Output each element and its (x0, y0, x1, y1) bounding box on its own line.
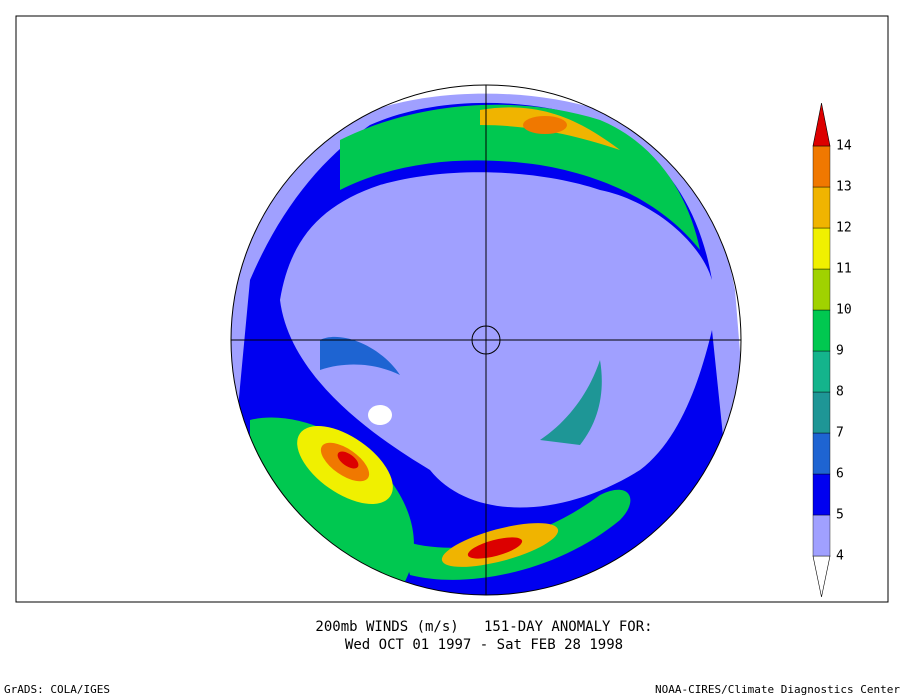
colorbar-label: 13 (836, 180, 852, 195)
pole-marker (471, 325, 501, 355)
colorbar-segment (812, 268, 831, 311)
colorbar-label: 10 (836, 303, 852, 318)
footer-right: NOAA-CIRES/Climate Diagnostics Center (655, 683, 900, 696)
colorbar-segment (812, 473, 831, 516)
map-subtitle: Wed OCT 01 1997 - Sat FEB 28 1998 (345, 637, 623, 653)
colorbar-triangle (812, 102, 831, 147)
colorbar-label: 5 (836, 508, 844, 523)
colorbar: 4 5 6 7 8 9 10 11 12 13 14 (812, 102, 852, 598)
colorbar-label: 7 (836, 426, 844, 441)
colorbar-segment (812, 391, 831, 434)
colorbar-label: 9 (836, 344, 844, 359)
wind-shading (231, 85, 741, 595)
colorbar-label: 14 (836, 139, 852, 154)
footer-left: GrADS: COLA/IGES (4, 683, 110, 696)
colorbar-triangle (812, 555, 831, 598)
colorbar-label: 8 (836, 385, 844, 400)
colorbar-segment (812, 186, 831, 229)
map-title: 200mb WINDS (m/s) 151-DAY ANOMALY FOR: (315, 619, 652, 635)
colorbar-segment (812, 350, 831, 393)
colorbar-segment (812, 309, 831, 352)
frame (15, 15, 889, 603)
colorbar-label: 4 (836, 549, 844, 564)
colorbar-segment (812, 432, 831, 475)
colorbar-label: 6 (836, 467, 844, 482)
colorbar-segment (812, 145, 831, 188)
colorbar-segment (812, 227, 831, 270)
colorbar-label: 12 (836, 221, 852, 236)
colorbar-label: 11 (836, 262, 852, 277)
colorbar-segment (812, 514, 831, 557)
